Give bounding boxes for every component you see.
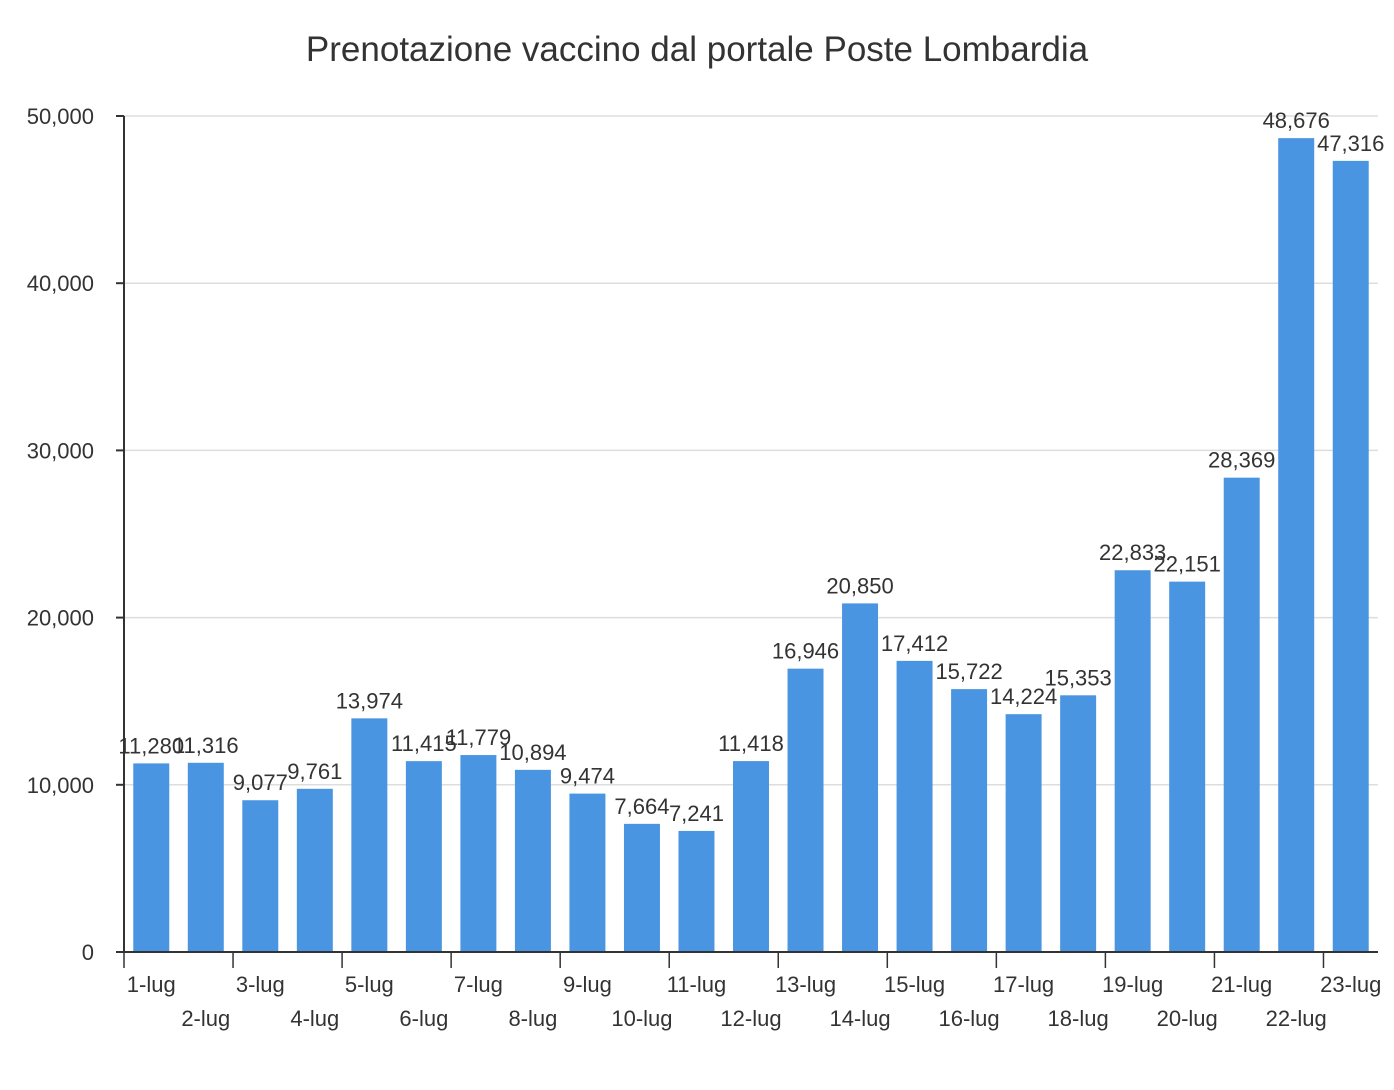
data-label: 14,224	[990, 684, 1057, 709]
data-label: 48,676	[1263, 108, 1330, 133]
x-tick-label: 8-lug	[508, 1006, 557, 1031]
axes	[123, 116, 1378, 953]
x-tick-label: 6-lug	[399, 1006, 448, 1031]
bar	[678, 830, 715, 952]
bar	[623, 823, 660, 952]
x-tick-label: 7-lug	[454, 972, 503, 997]
data-label: 11,415	[391, 731, 457, 756]
grid-lines	[124, 115, 1378, 786]
x-tick-label: 4-lug	[290, 1006, 339, 1031]
x-tick-label: 16-lug	[939, 1006, 1000, 1031]
x-tick-label: 5-lug	[345, 972, 394, 997]
y-tick-label: 30,000	[27, 438, 94, 463]
data-label: 15,353	[1044, 665, 1111, 690]
bar	[133, 763, 170, 952]
bar	[1278, 138, 1315, 953]
x-tick-label: 15-lug	[884, 972, 945, 997]
bars	[133, 138, 1369, 953]
data-label: 13,974	[336, 688, 403, 713]
data-label: 47,316	[1317, 131, 1384, 156]
y-tick-label: 50,000	[27, 104, 94, 129]
bar	[351, 718, 388, 952]
x-tick-label: 10-lug	[611, 1006, 672, 1031]
bar	[1114, 570, 1151, 952]
x-tick-label: 2-lug	[181, 1006, 230, 1031]
chart-title: Prenotazione vaccino dal portale Poste L…	[305, 30, 1089, 69]
data-label: 10,894	[499, 740, 566, 765]
x-tick-label: 11-lug	[667, 972, 727, 997]
y-tick-label: 10,000	[27, 773, 94, 798]
bar	[787, 668, 824, 952]
bar	[405, 761, 442, 952]
bar	[842, 603, 879, 952]
data-label: 11,418	[718, 731, 784, 756]
data-label: 22,151	[1154, 552, 1221, 577]
bar	[460, 755, 497, 952]
data-label: 15,722	[935, 659, 1002, 684]
bar	[1169, 581, 1206, 952]
data-label: 9,761	[287, 759, 342, 784]
data-label: 20,850	[826, 573, 893, 598]
data-label: 9,077	[233, 770, 288, 795]
x-tick-label: 17-lug	[993, 972, 1054, 997]
data-label: 11,316	[173, 733, 239, 758]
x-tick-label: 20-lug	[1157, 1006, 1218, 1031]
x-tick-label: 3-lug	[236, 972, 285, 997]
x-tick-label: 13-lug	[775, 972, 836, 997]
data-label: 7,664	[614, 794, 669, 819]
bar	[514, 769, 551, 952]
data-label: 22,833	[1099, 540, 1166, 565]
bar	[1060, 695, 1097, 952]
bar	[1332, 160, 1369, 953]
x-tick-label: 23-lug	[1320, 972, 1381, 997]
y-axis: 0 10,000 20,000 30,000 40,000 50,000	[27, 104, 124, 965]
bar	[951, 689, 988, 952]
bar	[896, 660, 933, 952]
x-tick-label: 18-lug	[1048, 1006, 1109, 1031]
x-tick-label: 22-lug	[1266, 1006, 1327, 1031]
bar	[187, 762, 224, 952]
bar	[242, 800, 279, 952]
data-label: 11,280	[118, 733, 184, 758]
y-tick-label: 0	[82, 940, 94, 965]
x-axis: 1-lug2-lug3-lug4-lug5-lug6-lug7-lug8-lug…	[123, 952, 1381, 1031]
bar	[1223, 477, 1260, 952]
x-tick-label: 1-lug	[127, 972, 176, 997]
x-tick-label: 9-lug	[563, 972, 612, 997]
x-tick-label: 21-lug	[1211, 972, 1272, 997]
x-tick-label: 19-lug	[1102, 972, 1163, 997]
y-tick-label: 40,000	[27, 271, 94, 296]
data-label: 16,946	[772, 639, 839, 664]
data-label: 7,241	[669, 801, 724, 826]
bar	[733, 761, 769, 952]
bar	[296, 788, 333, 952]
data-label: 11,779	[446, 725, 512, 750]
data-label: 9,474	[560, 764, 615, 789]
x-tick-label: 14-lug	[829, 1006, 890, 1031]
bar	[1005, 714, 1042, 952]
bar	[569, 793, 606, 952]
x-tick-label: 12-lug	[720, 1006, 781, 1031]
y-tick-label: 20,000	[27, 606, 94, 631]
data-label: 28,369	[1208, 448, 1275, 473]
data-label: 17,412	[881, 631, 948, 656]
